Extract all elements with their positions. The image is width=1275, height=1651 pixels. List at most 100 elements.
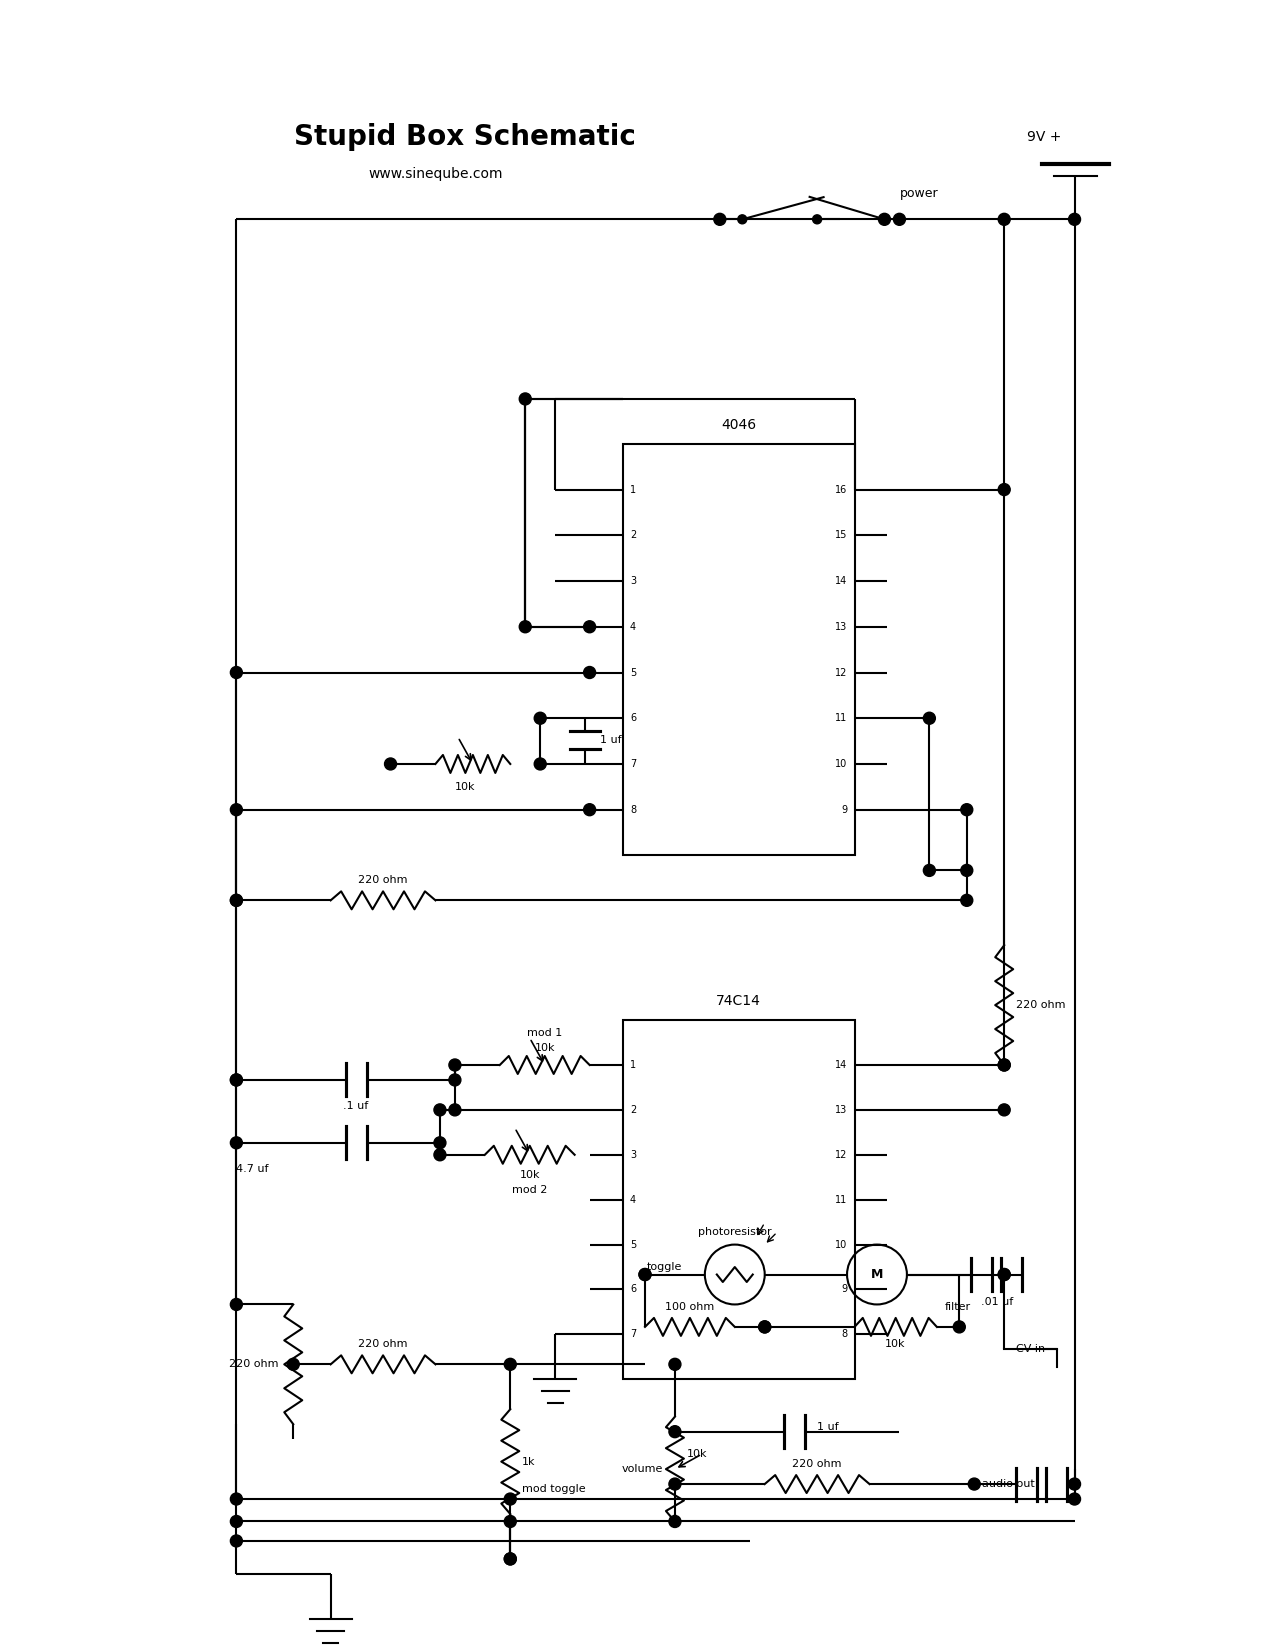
Text: 14: 14 — [835, 1060, 847, 1070]
Text: 1 uf: 1 uf — [817, 1422, 839, 1431]
Text: audio out: audio out — [982, 1479, 1034, 1489]
Circle shape — [669, 1359, 681, 1370]
Circle shape — [998, 213, 1010, 225]
Text: filter: filter — [945, 1303, 970, 1313]
Circle shape — [1068, 1478, 1080, 1491]
Text: 2: 2 — [630, 530, 636, 540]
Text: volume: volume — [622, 1464, 663, 1474]
Circle shape — [584, 667, 595, 679]
Text: 11: 11 — [835, 713, 847, 723]
Circle shape — [1068, 1493, 1080, 1506]
Circle shape — [231, 1535, 242, 1547]
Text: www.sineqube.com: www.sineqube.com — [368, 167, 502, 182]
Text: 7: 7 — [630, 759, 636, 769]
Bar — [622, 444, 854, 855]
Circle shape — [714, 213, 725, 225]
Circle shape — [669, 1426, 681, 1438]
Circle shape — [231, 895, 242, 906]
Circle shape — [519, 393, 532, 404]
Text: 1: 1 — [630, 484, 636, 495]
Circle shape — [759, 1321, 770, 1332]
Text: power: power — [899, 187, 938, 200]
Text: 220 ohm: 220 ohm — [792, 1459, 842, 1469]
Circle shape — [998, 1058, 1010, 1071]
Circle shape — [923, 865, 936, 877]
Text: 220 ohm: 220 ohm — [1016, 1001, 1066, 1010]
Text: 11: 11 — [835, 1195, 847, 1205]
Circle shape — [505, 1516, 516, 1527]
Text: 1: 1 — [630, 1060, 636, 1070]
Circle shape — [231, 1073, 242, 1086]
Circle shape — [998, 1268, 1010, 1281]
Circle shape — [231, 804, 242, 816]
Circle shape — [434, 1105, 446, 1116]
Bar — [622, 1020, 854, 1379]
Circle shape — [669, 1516, 681, 1527]
Text: 16: 16 — [835, 484, 847, 495]
Circle shape — [385, 758, 397, 769]
Text: 1k: 1k — [523, 1456, 536, 1466]
Text: mod 2: mod 2 — [513, 1185, 547, 1195]
Text: 3: 3 — [630, 576, 636, 586]
Text: 8: 8 — [630, 804, 636, 814]
Circle shape — [519, 621, 532, 632]
Circle shape — [231, 1073, 242, 1086]
Circle shape — [505, 1359, 516, 1370]
Text: 5: 5 — [630, 1240, 636, 1250]
Text: 74C14: 74C14 — [717, 994, 761, 1009]
Circle shape — [231, 1516, 242, 1527]
Text: 10k: 10k — [885, 1339, 905, 1349]
Circle shape — [894, 213, 905, 225]
Circle shape — [961, 895, 973, 906]
Text: 7: 7 — [630, 1329, 636, 1339]
Text: 5: 5 — [630, 667, 636, 677]
Text: 2: 2 — [630, 1105, 636, 1114]
Text: 4: 4 — [630, 622, 636, 632]
Circle shape — [231, 1138, 242, 1149]
Circle shape — [584, 621, 595, 632]
Text: 10k: 10k — [455, 783, 476, 792]
Text: 6: 6 — [630, 1284, 636, 1294]
Circle shape — [584, 804, 595, 816]
Text: .01 uf: .01 uf — [980, 1298, 1012, 1308]
Circle shape — [449, 1073, 460, 1086]
Circle shape — [231, 1493, 242, 1506]
Circle shape — [998, 484, 1010, 495]
Circle shape — [639, 1268, 652, 1281]
Text: 6: 6 — [630, 713, 636, 723]
Circle shape — [534, 758, 546, 769]
Circle shape — [759, 1321, 770, 1332]
Circle shape — [738, 215, 747, 225]
Circle shape — [961, 804, 973, 816]
Circle shape — [231, 1298, 242, 1311]
Text: mod 1: mod 1 — [527, 1029, 562, 1038]
Circle shape — [505, 1554, 516, 1565]
Circle shape — [639, 1268, 652, 1281]
Circle shape — [449, 1058, 460, 1071]
Circle shape — [434, 1149, 446, 1161]
Text: 8: 8 — [842, 1329, 847, 1339]
Text: 15: 15 — [835, 530, 847, 540]
Text: 10: 10 — [835, 1240, 847, 1250]
Text: 13: 13 — [835, 1105, 847, 1114]
Text: 12: 12 — [835, 667, 847, 677]
Circle shape — [1068, 213, 1080, 225]
Text: 13: 13 — [835, 622, 847, 632]
Circle shape — [434, 1138, 446, 1149]
Text: 220 ohm: 220 ohm — [358, 1339, 408, 1349]
Text: Stupid Box Schematic: Stupid Box Schematic — [295, 124, 636, 150]
Text: M: M — [871, 1268, 884, 1281]
Circle shape — [878, 213, 890, 225]
Circle shape — [449, 1105, 460, 1116]
Circle shape — [998, 1268, 1010, 1281]
Circle shape — [231, 667, 242, 679]
Text: 10k: 10k — [519, 1171, 541, 1180]
Text: toggle: toggle — [646, 1261, 682, 1271]
Text: 14: 14 — [835, 576, 847, 586]
Text: .1 uf: .1 uf — [343, 1101, 368, 1111]
Text: 9: 9 — [842, 804, 847, 814]
Circle shape — [505, 1554, 516, 1565]
Text: 3: 3 — [630, 1149, 636, 1159]
Text: photoresistor: photoresistor — [697, 1227, 771, 1237]
Text: 12: 12 — [835, 1149, 847, 1159]
